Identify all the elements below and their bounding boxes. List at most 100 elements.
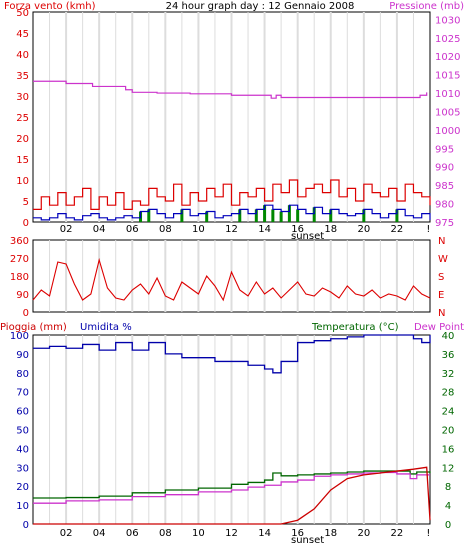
panel1-right-tick-label: 990	[435, 163, 454, 174]
panel1-wind-bar	[312, 207, 316, 222]
panel2-compass-label: S	[438, 272, 444, 283]
panel1-left-tick-label: 40	[16, 50, 29, 61]
chart-title: 24 hour graph day : 12 Gennaio 2008	[166, 1, 355, 12]
panel1-left-axis-label: Forza vento (kmh)	[4, 1, 96, 12]
panel1-wind-bar	[287, 205, 291, 222]
panel1-left-tick-label: 20	[16, 134, 29, 145]
panel1-x-tick-label: 04	[93, 224, 106, 235]
panel1-wind-bar	[238, 209, 242, 222]
panel1-x-tick-label: 14	[258, 224, 271, 235]
panel3-left-tick-label: 90	[16, 350, 29, 361]
panel1-x-tick-label: 02	[60, 224, 73, 235]
panel2-left-tick-label: 90	[16, 290, 29, 301]
panel3-left-tick-label: 70	[16, 388, 29, 399]
panel1-wind-bar	[329, 209, 333, 222]
panel1-right-tick-label: 975	[435, 218, 454, 229]
panel3-left-tick-label: 60	[16, 407, 29, 418]
panel1-x-tick-label: 22	[391, 224, 404, 235]
panel1-left-tick-label: 15	[16, 155, 29, 166]
panel3-right-tick-label: 20	[442, 426, 455, 437]
panel3-x-tick-label: 10	[192, 528, 205, 539]
panel3-temperature-axis-label: Temperatura (°C)	[311, 322, 399, 333]
panel3-left-tick-label: 80	[16, 369, 29, 380]
panel3-right-tick-label: 24	[442, 407, 455, 418]
panel2-compass-label: W	[438, 254, 448, 265]
panel3-left-tick-label: 100	[10, 331, 29, 342]
panel1-right-tick-label: 1020	[435, 52, 460, 63]
panel1-left-tick-label: 5	[23, 197, 29, 208]
panel3-x-tick-label: !	[426, 528, 430, 539]
panel2-compass-label: N	[438, 308, 445, 319]
panel1-right-tick-label: 1010	[435, 89, 460, 100]
panel3-right-tick-label: 0	[445, 520, 451, 531]
panel3-x-tick-label: 18	[324, 528, 337, 539]
panel1-wind-bar	[205, 211, 209, 222]
panel2-left-tick-label: 180	[10, 272, 29, 283]
panel1-wind-bar	[279, 211, 283, 222]
panel1-wind-bar	[395, 209, 399, 222]
panel1-right-tick-label: 985	[435, 181, 454, 192]
panel1-left-tick-label: 30	[16, 92, 29, 103]
panel3-right-tick-label: 12	[442, 463, 455, 474]
panel1-wind-bar	[147, 209, 151, 222]
panel1-left-tick-label: 0	[23, 218, 29, 229]
panel3-series-3	[33, 466, 431, 525]
panel3-left-tick-label: 30	[16, 463, 29, 474]
panel2-left-tick-label: 270	[10, 254, 29, 265]
panel3-left-tick-label: 10	[16, 501, 29, 512]
panel1-wind-bar	[263, 205, 267, 222]
panel1-left-tick-label: 50	[16, 8, 29, 19]
panel2-compass-label: N	[438, 236, 445, 247]
panel3-x-tick-label: 02	[60, 528, 73, 539]
panel1-sunset-label: sunset	[291, 231, 324, 242]
panel1-right-tick-label: 980	[435, 200, 454, 211]
panel1-series-1	[33, 179, 431, 210]
panel1-x-tick-label: 12	[225, 224, 238, 235]
panel3-right-tick-label: 36	[442, 350, 455, 361]
panel1-x-tick-label: 18	[324, 224, 337, 235]
panel3-left-tick-label: 0	[23, 520, 29, 531]
panel2-left-tick-label: 360	[10, 236, 29, 247]
panel3-right-tick-label: 16	[442, 444, 455, 455]
panel3-x-tick-label: 04	[93, 528, 106, 539]
panel1-right-tick-label: 1030	[435, 15, 460, 26]
panel3-series-2	[33, 471, 430, 504]
panel1-right-tick-label: 995	[435, 144, 454, 155]
panel1-wind-bar	[296, 209, 300, 222]
panel1-x-tick-label: 08	[159, 224, 172, 235]
panel3-left-tick-label: 40	[16, 444, 29, 455]
panel3-humidity-axis-label: Umidita %	[80, 322, 132, 333]
panel1-right-tick-label: 1000	[435, 126, 460, 137]
panel3-right-tick-label: 40	[442, 331, 455, 342]
panel1-series-0	[33, 80, 428, 99]
panel1-x-tick-label: 06	[126, 224, 139, 235]
panel1-x-tick-label: 10	[192, 224, 205, 235]
panel3-x-tick-label: 20	[357, 528, 370, 539]
panel1-left-tick-label: 35	[16, 71, 29, 82]
panel2-compass-label: E	[438, 290, 444, 301]
panel2-left-tick-label: 0	[23, 308, 29, 319]
panel3-x-tick-label: 12	[225, 528, 238, 539]
panel3-right-tick-label: 32	[442, 369, 455, 380]
panel3-x-tick-label: 08	[159, 528, 172, 539]
panel3-dewpoint-axis-label: Dew Point	[414, 322, 464, 333]
panel3-x-tick-label: 22	[391, 528, 404, 539]
panel1-left-tick-label: 10	[16, 176, 29, 187]
panel3-right-tick-label: 4	[445, 501, 451, 512]
panel1-right-tick-label: 1015	[435, 71, 460, 82]
panel1-x-tick-label: !	[426, 224, 430, 235]
panel1-right-tick-label: 1005	[435, 107, 460, 118]
panel3-series-0	[33, 334, 431, 374]
panel3-right-tick-label: 8	[445, 482, 451, 493]
panel1-wind-bar	[271, 209, 275, 222]
panel1-left-tick-label: 45	[16, 29, 29, 40]
panel1-right-tick-label: 1025	[435, 34, 460, 45]
panel1-right-axis-label: Pressione (mb)	[389, 1, 464, 12]
panel1-left-tick-label: 25	[16, 113, 29, 124]
panel1-wind-bar	[180, 209, 184, 222]
panel2-series-0	[32, 257, 431, 302]
panel1-x-tick-label: 20	[357, 224, 370, 235]
panel1-x-tick-label: 16	[291, 224, 304, 235]
panel1-series-2	[33, 204, 431, 221]
